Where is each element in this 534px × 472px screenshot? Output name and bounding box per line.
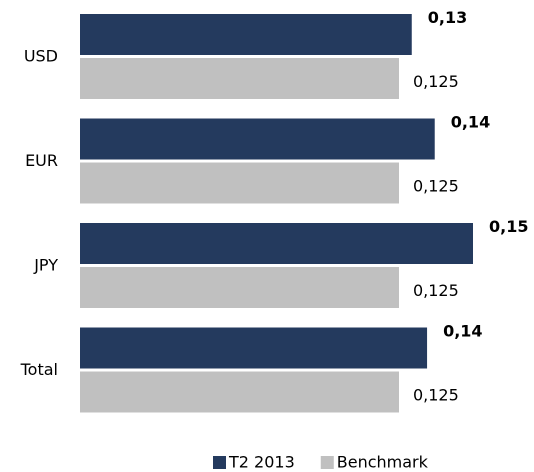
- bar: [80, 327, 428, 369]
- bar: [80, 162, 399, 204]
- bar: [80, 371, 399, 413]
- bar: [80, 14, 412, 55]
- value-label: 0,125: [413, 386, 459, 405]
- bar: [80, 267, 399, 308]
- legend-swatch: [213, 456, 226, 469]
- category-label: JPY: [33, 256, 58, 275]
- value-label: 0,13: [428, 8, 467, 27]
- category-label: EUR: [25, 151, 58, 170]
- category-label: Total: [20, 360, 58, 379]
- value-label: 0,14: [443, 322, 482, 341]
- bar: [80, 118, 435, 160]
- category-label: USD: [24, 47, 58, 66]
- legend-label: Benchmark: [337, 453, 429, 472]
- legend-label: T2 2013: [228, 453, 295, 472]
- legend-swatch: [320, 456, 334, 469]
- value-label: 0,125: [413, 177, 459, 196]
- value-label: 0,125: [413, 281, 459, 300]
- value-label: 0,125: [413, 72, 459, 91]
- bar: [80, 223, 473, 264]
- value-label: 0,14: [451, 113, 490, 132]
- bar: [80, 58, 399, 99]
- value-label: 0,15: [489, 217, 528, 236]
